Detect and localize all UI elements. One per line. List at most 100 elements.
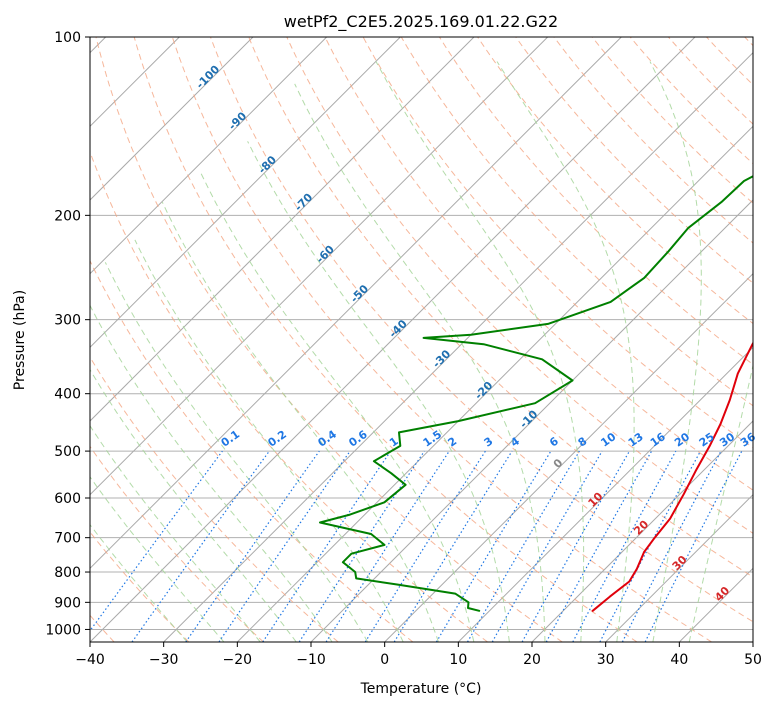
dry-adiabat-line xyxy=(95,37,563,642)
isotherm-label: -100 xyxy=(194,63,223,92)
isotherm-label: -60 xyxy=(314,242,337,265)
dry-adiabat-line xyxy=(591,37,753,204)
chart-title: wetPf2_C2E5.2025.169.01.22.G22 xyxy=(284,12,558,32)
x-tick-label: 20 xyxy=(523,652,541,668)
isotherm-line xyxy=(90,37,475,422)
mixing-ratio-line xyxy=(364,450,486,642)
isotherm-label: -10 xyxy=(517,407,540,430)
mixing-ratio-line xyxy=(644,450,743,642)
moist-adiabat-line xyxy=(200,173,475,642)
mixing-ratio-label: 16 xyxy=(648,430,668,450)
x-tick-label: 10 xyxy=(449,652,467,668)
dry-adiabat-line xyxy=(553,37,753,244)
temperature-profile-line xyxy=(591,341,753,612)
dry-adiabat-line xyxy=(171,37,712,642)
moist-adiabat-line xyxy=(90,304,333,642)
mixing-ratio-label: 20 xyxy=(672,430,692,450)
mixing-ratio-line xyxy=(185,450,320,642)
dry-adiabat-line xyxy=(90,531,190,642)
y-tick-label: 800 xyxy=(54,565,81,581)
x-tick-label: 30 xyxy=(597,652,615,668)
x-tick-label: 0 xyxy=(380,652,389,668)
x-tick-label: −20 xyxy=(223,652,253,668)
dry-adiabat-line xyxy=(400,37,753,407)
dry-adiabat-line xyxy=(90,356,339,642)
y-tick-label: 300 xyxy=(54,313,81,329)
dry-adiabat-line xyxy=(744,37,753,47)
isotherm-label: 40 xyxy=(712,584,732,604)
isotherm-label: 10 xyxy=(586,490,606,510)
mixing-ratio-label: 10 xyxy=(598,430,618,450)
y-tick-label: 400 xyxy=(54,387,81,403)
plot-frame xyxy=(89,36,754,643)
x-tick-label: −30 xyxy=(149,652,179,668)
y-tick-label: 200 xyxy=(54,208,81,224)
mixing-ratio-label: 4 xyxy=(508,434,522,449)
mixing-ratio-line xyxy=(218,450,351,642)
moist-adiabat-line xyxy=(90,424,261,642)
isotherm-line xyxy=(310,199,753,642)
y-axis-title: Pressure (hPa) xyxy=(12,290,28,390)
isotherm-label: -70 xyxy=(292,190,315,213)
moist-adiabat-line xyxy=(496,61,635,642)
mixing-ratio-label: 3 xyxy=(482,435,496,450)
isotherm-line xyxy=(163,51,753,642)
isotherm-label: -40 xyxy=(386,317,409,340)
mixing-ratio-label: 0.6 xyxy=(346,428,370,450)
moist-adiabat-line xyxy=(375,61,585,642)
mixing-ratio-line xyxy=(521,450,631,642)
y-tick-label: 700 xyxy=(54,531,81,547)
mixing-ratio-label: 25 xyxy=(697,430,717,449)
mixing-ratio-line xyxy=(262,450,392,642)
moist-adiabat-line xyxy=(90,368,297,642)
isotherm-line xyxy=(90,37,254,201)
dewpoint-profile-line xyxy=(319,175,753,612)
isotherm-line xyxy=(531,420,753,642)
mixing-ratio-label: 2 xyxy=(446,435,460,450)
moist-adiabat-line xyxy=(104,262,369,642)
isotherm-line xyxy=(678,567,753,642)
mixing-ratio-label: 1.5 xyxy=(421,428,444,450)
isotherm-line xyxy=(236,125,753,642)
moist-adiabat-line xyxy=(294,83,546,642)
moist-adiabat-line xyxy=(649,61,702,642)
dry-adiabat-line xyxy=(362,37,753,449)
isotherm-line xyxy=(90,37,549,496)
isotherm-label: -90 xyxy=(226,109,249,132)
y-tick-label: 100 xyxy=(54,30,81,46)
dry-adiabat-line xyxy=(706,37,753,86)
mixing-ratio-line xyxy=(466,450,580,642)
mixing-ratio-line xyxy=(545,450,653,642)
y-tick-label: 1000 xyxy=(45,622,81,638)
isotherm-line xyxy=(752,641,753,642)
mixing-ratio-line xyxy=(298,450,425,642)
dry-adiabat-line xyxy=(210,37,753,623)
isotherm-line xyxy=(90,37,622,570)
dry-adiabat-line xyxy=(629,37,753,165)
x-tick-label: 50 xyxy=(744,652,762,668)
isotherm-line xyxy=(457,346,753,642)
mixing-ratio-line xyxy=(325,450,450,642)
mixing-ratio-line xyxy=(131,450,270,642)
isotherm-label: -30 xyxy=(430,347,453,370)
isotherm-label: -20 xyxy=(472,379,495,402)
y-tick-label: 600 xyxy=(54,491,81,507)
moist-adiabat-line xyxy=(247,141,510,642)
mixing-ratio-label: 0.4 xyxy=(316,428,340,450)
dry-adiabat-line xyxy=(324,37,753,491)
dry-adiabat-line xyxy=(248,37,753,578)
dry-adiabat-line xyxy=(90,150,488,642)
dry-adiabat-line xyxy=(90,259,414,642)
mixing-ratio-line xyxy=(90,450,223,632)
dry-adiabat-line xyxy=(668,37,753,125)
mixing-ratio-line xyxy=(599,450,702,642)
moist-adiabat-line xyxy=(161,201,439,642)
dry-adiabat-line xyxy=(515,37,753,284)
x-tick-label: 40 xyxy=(670,652,688,668)
isotherm-line xyxy=(605,493,753,642)
x-tick-label: −10 xyxy=(296,652,326,668)
isotherm-line xyxy=(90,37,328,275)
moist-adiabat-line xyxy=(90,523,188,642)
